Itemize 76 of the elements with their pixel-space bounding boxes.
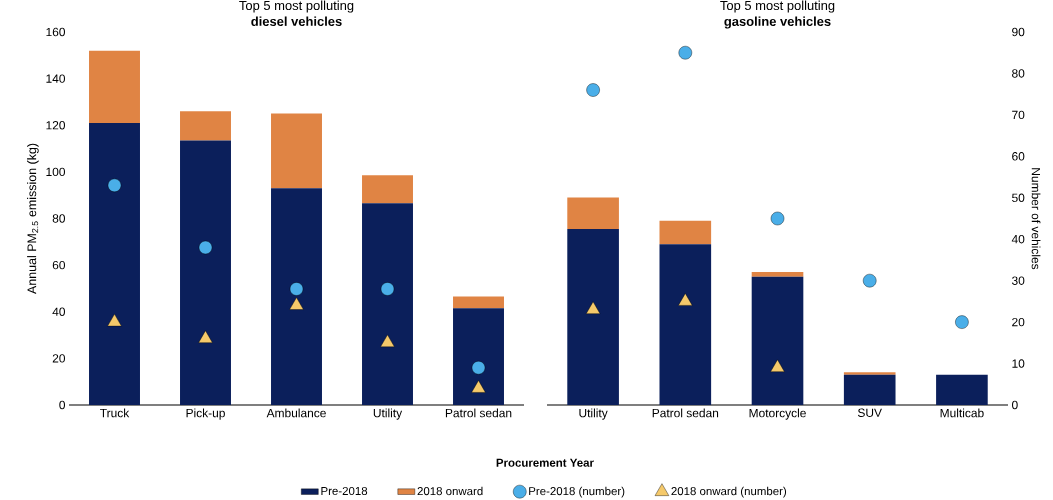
x-tick-label: Ambulance — [266, 408, 326, 418]
y-tick-label: 140 — [46, 74, 66, 83]
bar — [89, 50, 140, 123]
y-axis-title: Annual PM$_{2.5}$ emission (kg) — [27, 143, 39, 294]
y-tick-label: 0 — [59, 400, 66, 410]
x-tick-label: Utility — [373, 408, 403, 420]
y2-tick-label: 70 — [1012, 110, 1025, 120]
point — [198, 330, 213, 343]
bar — [453, 308, 504, 405]
chart-title: Top 5 most polluting — [720, 0, 835, 13]
chart-subtitle: gasoline vehicles — [724, 16, 831, 29]
point — [107, 178, 122, 193]
bar — [180, 140, 231, 405]
point — [380, 282, 395, 296]
x-tick-label: Utility — [579, 408, 608, 420]
y-tick-label: 100 — [46, 167, 66, 177]
y2-tick-label: 10 — [1012, 359, 1025, 368]
y-tick-label: 20 — [52, 354, 66, 363]
y2-tick-label: 50 — [1012, 193, 1025, 203]
y-tick-label: 160 — [46, 27, 66, 37]
legend-title: Procurement Year — [496, 458, 594, 467]
point — [471, 380, 486, 393]
legend-label: 2018 onward (number) — [671, 486, 787, 498]
x-tick-label: Patrol sedan — [652, 408, 719, 418]
x-tick-label: Patrol sedan — [445, 408, 512, 418]
y2-tick-label: 80 — [1012, 69, 1025, 78]
y-tick-label: 120 — [46, 121, 66, 130]
x-tick-label: Multicab — [940, 408, 984, 418]
chart-subtitle: diesel vehicles — [251, 16, 342, 26]
legend-label: Pre-2018 (number) — [529, 486, 625, 498]
bar — [89, 122, 140, 405]
legend-label: 2018 onward — [417, 486, 483, 496]
bar — [567, 228, 619, 405]
x-tick-label: Pick-up — [186, 408, 225, 420]
x-tick-label: Truck — [100, 408, 130, 418]
y2-tick-label: 60 — [1012, 152, 1025, 161]
y2-tick-label: 40 — [1011, 235, 1025, 244]
bar — [567, 197, 619, 229]
bar — [659, 220, 712, 245]
point — [678, 46, 693, 60]
point — [770, 359, 785, 372]
y2-tick-label: 90 — [1012, 27, 1025, 37]
x-tick-label: Motorcycle — [749, 408, 806, 420]
bar — [362, 175, 413, 204]
bar — [362, 203, 413, 405]
bar — [180, 111, 231, 141]
bar — [843, 372, 896, 375]
legend-label: Pre-2018 — [321, 486, 368, 496]
point — [770, 211, 785, 226]
y2-tick-label: 0 — [1012, 400, 1018, 410]
y2-axis-title: Number of vehicles — [1031, 168, 1041, 270]
point — [585, 301, 601, 314]
y2-tick-label: 20 — [1012, 317, 1025, 327]
y-tick-label: 40 — [52, 307, 66, 316]
y2-tick-label: 30 — [1011, 276, 1025, 285]
point — [289, 282, 304, 296]
point — [289, 297, 304, 310]
bar — [751, 276, 804, 405]
point — [586, 83, 600, 97]
point — [107, 313, 122, 327]
bar — [843, 374, 896, 405]
bar — [271, 188, 322, 405]
y-tick-label: 80 — [52, 214, 66, 223]
point — [955, 315, 969, 329]
y-tick-label: 60 — [52, 260, 66, 270]
bar — [453, 296, 504, 309]
point — [678, 293, 693, 306]
bar — [751, 272, 804, 277]
bar — [659, 244, 712, 405]
chart-title: Top 5 most polluting — [239, 0, 354, 13]
point — [380, 334, 395, 348]
bar — [936, 374, 988, 405]
x-tick-label: SUV — [857, 408, 882, 417]
point — [863, 273, 877, 288]
bar — [271, 113, 322, 189]
point — [198, 240, 213, 255]
